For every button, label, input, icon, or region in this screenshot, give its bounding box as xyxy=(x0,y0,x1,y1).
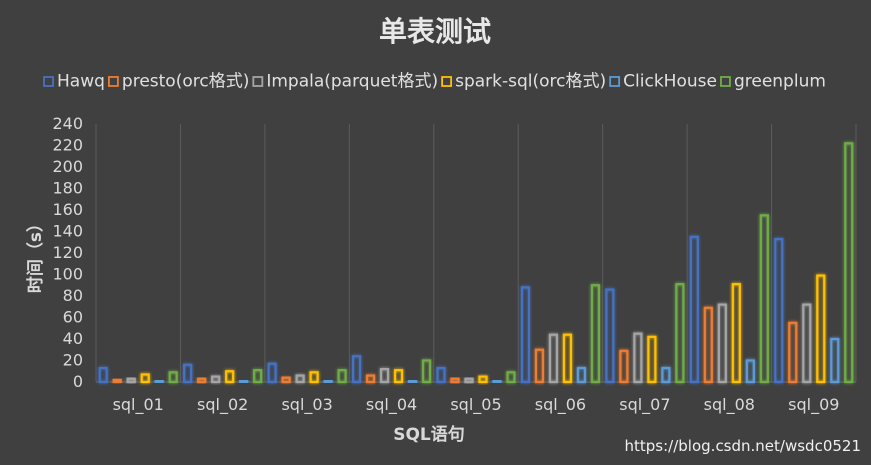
y-tick-label: 240 xyxy=(52,114,83,133)
y-tick-label: 160 xyxy=(52,200,83,219)
bar-greenplum-sql_09 xyxy=(844,142,854,384)
bar-clickhouse-sql_07 xyxy=(661,366,671,384)
x-tick-label: sql_01 xyxy=(113,395,164,415)
bar-spark-sql-sql_03 xyxy=(309,371,319,384)
bar-hawq-sql_07 xyxy=(605,288,615,384)
bar-hawq-sql_03 xyxy=(267,362,277,384)
bar-spark-sql-sql_07 xyxy=(647,335,657,384)
bar-clickhouse-sql_03 xyxy=(323,379,333,384)
bar-spark-sql-sql_01 xyxy=(140,373,150,384)
bar-impala-sql_07 xyxy=(633,332,643,384)
bar-hawq-sql_01 xyxy=(98,366,108,384)
x-axis-ticks: sql_01 sql_02 sql_03 sql_04 sql_05 sql_06 sql_… xyxy=(113,395,840,415)
bar-greenplum-sql_08 xyxy=(759,214,769,384)
x-tick-label: sql_06 xyxy=(535,395,586,415)
bar-impala-sql_04 xyxy=(379,368,390,384)
bar-clickhouse-sql_05 xyxy=(492,379,502,384)
y-tick-label: 180 xyxy=(52,179,83,198)
legend-label: greenplum xyxy=(734,72,826,92)
x-tick-label: sql_05 xyxy=(450,395,501,415)
bar-spark-sql-sql_02 xyxy=(225,370,235,384)
bar-presto-sql_04 xyxy=(365,374,376,384)
bar-presto-sql_02 xyxy=(197,377,207,384)
x-tick-label: sql_07 xyxy=(619,395,670,415)
bar-hawq-sql_02 xyxy=(183,363,193,384)
bar-greenplum-sql_06 xyxy=(590,284,601,384)
bar-impala-sql_01 xyxy=(126,377,136,384)
bar-greenplum-sql_07 xyxy=(675,283,685,384)
x-tick-label: sql_09 xyxy=(788,395,839,415)
bar-spark-sql-sql_05 xyxy=(478,375,488,384)
x-tick-label: sql_08 xyxy=(704,395,755,415)
bar-greenplum-sql_04 xyxy=(421,359,432,384)
bar-presto-sql_08 xyxy=(703,306,713,384)
y-tick-label: 220 xyxy=(52,136,83,155)
x-tick-label: sql_04 xyxy=(366,395,417,415)
bar-hawq-sql_04 xyxy=(351,355,362,384)
bar-hawq-sql_09 xyxy=(774,237,784,384)
bar-presto-sql_03 xyxy=(281,376,291,384)
legend-label: ClickHouse xyxy=(623,72,717,92)
legend-swatch xyxy=(720,76,731,87)
y-tick-label: 60 xyxy=(63,308,83,327)
bar-greenplum-sql_01 xyxy=(168,371,178,384)
bar-presto-sql_06 xyxy=(534,348,545,384)
bar-hawq-sql_05 xyxy=(436,366,446,384)
legend-label: spark-sql(orc格式) xyxy=(455,72,606,92)
y-tick-label: 200 xyxy=(52,157,83,176)
y-tick-label: 140 xyxy=(52,222,83,241)
bar-spark-sql-sql_04 xyxy=(393,369,404,384)
legend-label: presto(orc格式) xyxy=(122,72,249,92)
grid xyxy=(95,124,857,383)
y-tick-label: 100 xyxy=(52,265,83,284)
bar-clickhouse-sql_06 xyxy=(576,366,587,384)
bar-hawq-sql_06 xyxy=(520,286,531,384)
y-tick-label: 120 xyxy=(52,243,83,262)
bar-presto-sql_05 xyxy=(450,377,460,384)
y-tick-label: 80 xyxy=(63,286,83,305)
y-axis-ticks: 0 20 40 60 80 100 120 140 160 180 200 220 240 xyxy=(52,114,83,391)
watermark: https://blog.csdn.net/wsdc0521 xyxy=(624,437,861,455)
y-tick-label: 40 xyxy=(63,329,83,348)
bar-clickhouse-sql_02 xyxy=(239,379,249,384)
bar-presto-sql_01 xyxy=(112,378,122,384)
legend-label: Impala(parquet格式) xyxy=(266,72,438,92)
bar-presto-sql_09 xyxy=(788,321,798,384)
bar-impala-sql_02 xyxy=(211,375,221,384)
bar-impala-sql_08 xyxy=(717,303,727,384)
chart-title: 单表测试 xyxy=(379,15,491,48)
bar-clickhouse-sql_09 xyxy=(830,337,840,384)
legend-swatch xyxy=(609,76,621,87)
bar-impala-sql_06 xyxy=(548,333,559,384)
bar-impala-sql_03 xyxy=(295,374,305,384)
bar-impala-sql_05 xyxy=(464,377,474,384)
x-tick-label: sql_03 xyxy=(281,395,332,415)
x-tick-label: sql_02 xyxy=(197,395,248,415)
y-axis-title: 时间（s） xyxy=(25,215,46,293)
bar-spark-sql-sql_06 xyxy=(562,333,573,384)
y-tick-label: 20 xyxy=(63,351,83,370)
x-axis-title: SQL语句 xyxy=(393,424,465,445)
legend-swatch xyxy=(108,76,119,87)
legend-label: Hawq xyxy=(57,72,105,92)
legend-swatch xyxy=(441,76,453,87)
bar-spark-sql-sql_09 xyxy=(816,274,826,384)
bar-greenplum-sql_05 xyxy=(506,371,516,384)
bar-spark-sql-sql_08 xyxy=(731,283,741,384)
bars xyxy=(98,142,854,384)
bar-hawq-sql_08 xyxy=(689,235,699,384)
legend: Hawq presto(orc格式) Impala(parquet格式) spark-… xyxy=(43,72,826,92)
bar-presto-sql_07 xyxy=(619,349,629,384)
legend-swatch xyxy=(252,76,264,87)
legend-swatch xyxy=(43,76,54,87)
bar-greenplum-sql_03 xyxy=(337,369,347,384)
bar-clickhouse-sql_04 xyxy=(407,379,418,384)
bar-greenplum-sql_02 xyxy=(253,369,263,384)
bar-clickhouse-sql_08 xyxy=(745,359,755,384)
bar-clickhouse-sql_01 xyxy=(154,379,164,384)
bar-impala-sql_09 xyxy=(802,303,812,384)
y-tick-label: 0 xyxy=(73,372,83,391)
